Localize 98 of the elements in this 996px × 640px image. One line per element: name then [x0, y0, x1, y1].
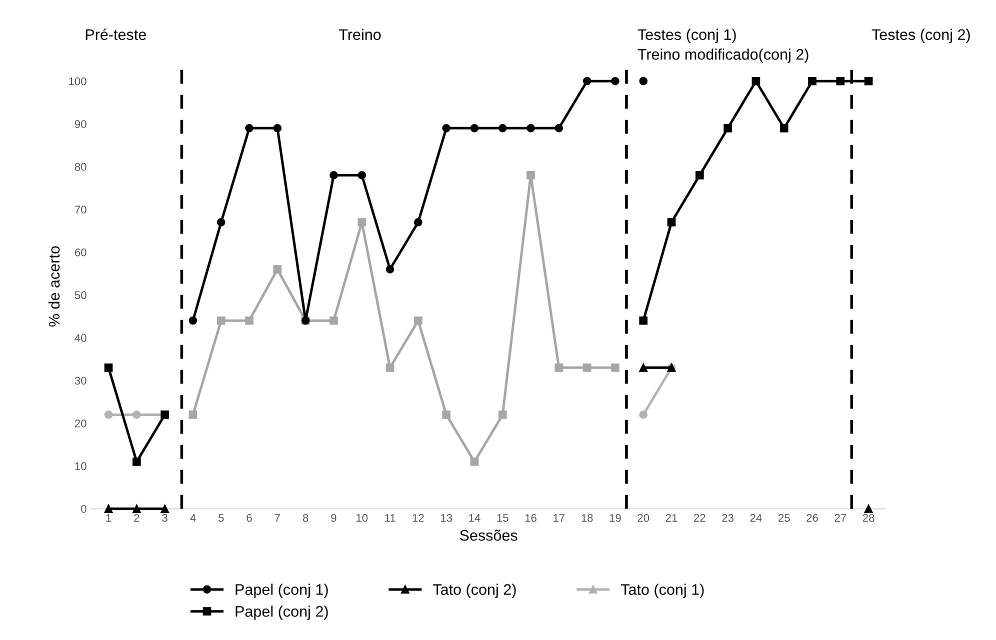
x-tick-label: 25 — [778, 514, 790, 522]
x-tick-label: 7 — [274, 514, 280, 522]
text: Testes (conj 2) — [872, 28, 970, 44]
y-tick-label: 80 — [74, 162, 86, 171]
point — [667, 218, 676, 226]
point — [132, 410, 141, 419]
x-tick-label: 12 — [412, 514, 424, 522]
point — [498, 410, 507, 419]
x-tick-label: 10 — [356, 514, 368, 522]
x-tick-label: 28 — [862, 514, 874, 522]
y-tick-label: 0 — [81, 505, 86, 513]
legend-label: Papel (conj 2) — [236, 606, 328, 620]
point — [724, 124, 732, 132]
point — [582, 76, 592, 86]
point — [132, 504, 141, 513]
point — [554, 363, 564, 372]
x-tick-label: 19 — [610, 514, 621, 522]
point — [526, 171, 535, 180]
x-tick-label: 9 — [331, 514, 336, 522]
point — [836, 76, 845, 86]
point — [752, 76, 760, 86]
x-tick-label: 4 — [190, 514, 196, 522]
y-axis-title: % de acerto — [48, 246, 60, 327]
y-tick-label: 50 — [74, 291, 86, 300]
point — [358, 171, 366, 180]
text: Testes (conj 1) Treino modificado(conj 2) — [638, 28, 808, 63]
text: Treino — [338, 28, 381, 40]
point — [273, 265, 282, 274]
y-tick-label: 10 — [75, 462, 86, 470]
x-tick-label: 11 — [385, 514, 396, 522]
y-tick-label: 90 — [74, 120, 86, 128]
point — [639, 76, 648, 86]
x-tick-label: 23 — [722, 514, 734, 522]
point — [414, 218, 422, 226]
point — [442, 410, 450, 419]
x-tick-label: 6 — [246, 514, 252, 522]
point — [639, 316, 648, 325]
point — [611, 76, 620, 86]
point — [808, 76, 816, 86]
point — [582, 363, 592, 372]
point — [188, 316, 198, 325]
y-tick-label: 60 — [74, 248, 86, 256]
point — [611, 363, 620, 372]
point — [554, 124, 564, 132]
point — [526, 124, 535, 132]
point — [245, 316, 254, 325]
x-tick-label: 17 — [554, 514, 565, 522]
x-tick-label: 22 — [694, 514, 706, 522]
x-tick-label: 15 — [497, 514, 508, 522]
x-tick-label: 24 — [750, 514, 762, 522]
legend-label: Papel (conj 1) — [236, 584, 328, 598]
x-tick-label: 14 — [469, 514, 480, 522]
legend-label: Tato (conj 2) — [433, 584, 516, 598]
point — [330, 316, 338, 325]
x-tick-label: 26 — [806, 514, 818, 522]
point — [188, 410, 198, 419]
x-tick-label: 21 — [666, 514, 678, 522]
point — [414, 316, 422, 325]
point — [104, 410, 113, 419]
y-tick-label: 100 — [69, 77, 86, 86]
y-tick-label: 40 — [74, 334, 86, 342]
x-tick-label: 20 — [638, 514, 650, 522]
x-tick-label: 2 — [134, 514, 140, 522]
legend-label: Tato (conj 1) — [620, 584, 704, 598]
point — [639, 410, 648, 419]
point — [386, 363, 394, 372]
x-tick-label: 16 — [525, 514, 536, 522]
x-tick-label: 5 — [218, 514, 224, 522]
point — [695, 171, 704, 180]
point — [864, 76, 873, 86]
point — [273, 124, 282, 132]
y-tick-label: 30 — [74, 376, 86, 385]
point — [104, 504, 113, 513]
x-tick-label: 8 — [302, 514, 308, 522]
x-tick-label: 3 — [162, 514, 168, 522]
point — [780, 124, 788, 132]
y-tick-label: 20 — [74, 420, 86, 428]
point — [160, 504, 169, 513]
y-tick-label: 70 — [74, 206, 86, 214]
text: Pré-teste — [86, 28, 146, 40]
point — [358, 218, 366, 226]
point — [864, 504, 873, 513]
point — [470, 458, 479, 466]
point — [132, 458, 141, 466]
point — [216, 316, 226, 325]
point — [498, 124, 507, 132]
point — [216, 218, 226, 226]
point — [386, 265, 394, 274]
x-tick-label: 18 — [582, 514, 593, 522]
point — [245, 124, 254, 132]
point — [104, 363, 113, 372]
x-tick-label: 13 — [440, 514, 452, 522]
x-axis-title: Sessões — [460, 530, 518, 541]
x-tick-label: 27 — [834, 514, 846, 522]
point — [442, 124, 450, 132]
point — [470, 124, 479, 132]
point — [330, 171, 338, 180]
x-tick-label: 1 — [106, 514, 112, 522]
